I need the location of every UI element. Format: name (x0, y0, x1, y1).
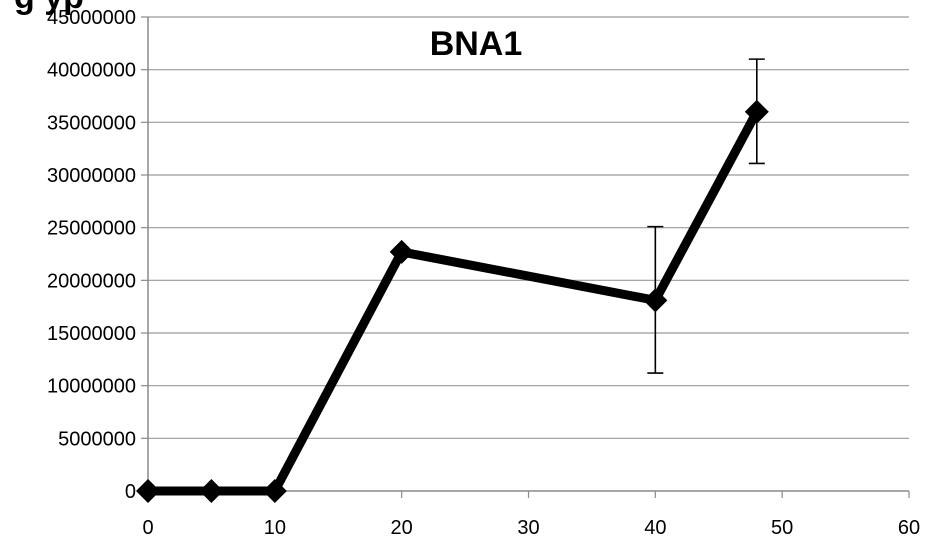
y-tick-labels: 0 5000000 10000000 15000000 20000000 25000000… (47, 7, 136, 503)
data-point-marker (389, 239, 414, 264)
x-tick-label: 40 (644, 517, 666, 539)
x-tick-label: 60 (898, 517, 920, 539)
x-tick-label: 0 (142, 517, 153, 539)
y-tick-label: 35000000 (47, 112, 136, 134)
y-tick-label: 45000000 (47, 7, 136, 29)
data-point-marker (262, 479, 287, 503)
y-tick-label: 40000000 (47, 60, 136, 82)
x-tick-label: 20 (391, 517, 413, 539)
data-point-marker (744, 99, 769, 124)
partial-header-text: g yp (14, 0, 84, 16)
y-tick-label: 20000000 (47, 270, 136, 292)
x-tick-label: 30 (517, 517, 539, 539)
y-tick-label: 25000000 (47, 218, 136, 240)
gridlines (148, 16, 909, 439)
series-layer (136, 58, 769, 503)
chart-title: BNA1 (430, 25, 523, 63)
y-tick-label: 15000000 (47, 323, 136, 345)
y-tick-label: 10000000 (47, 376, 136, 398)
y-tick-label: 5000000 (58, 428, 136, 450)
y-tick-label: 30000000 (47, 165, 136, 187)
axes (141, 16, 910, 498)
y-tick-label: 0 (125, 481, 136, 503)
data-point-marker (643, 288, 668, 313)
x-tick-label: 10 (264, 517, 286, 539)
x-tick-label: 50 (771, 517, 793, 539)
x-tick-labels: 0 10 20 30 40 50 60 (142, 517, 920, 539)
data-point-marker (199, 479, 224, 503)
data-point-marker (136, 479, 160, 503)
